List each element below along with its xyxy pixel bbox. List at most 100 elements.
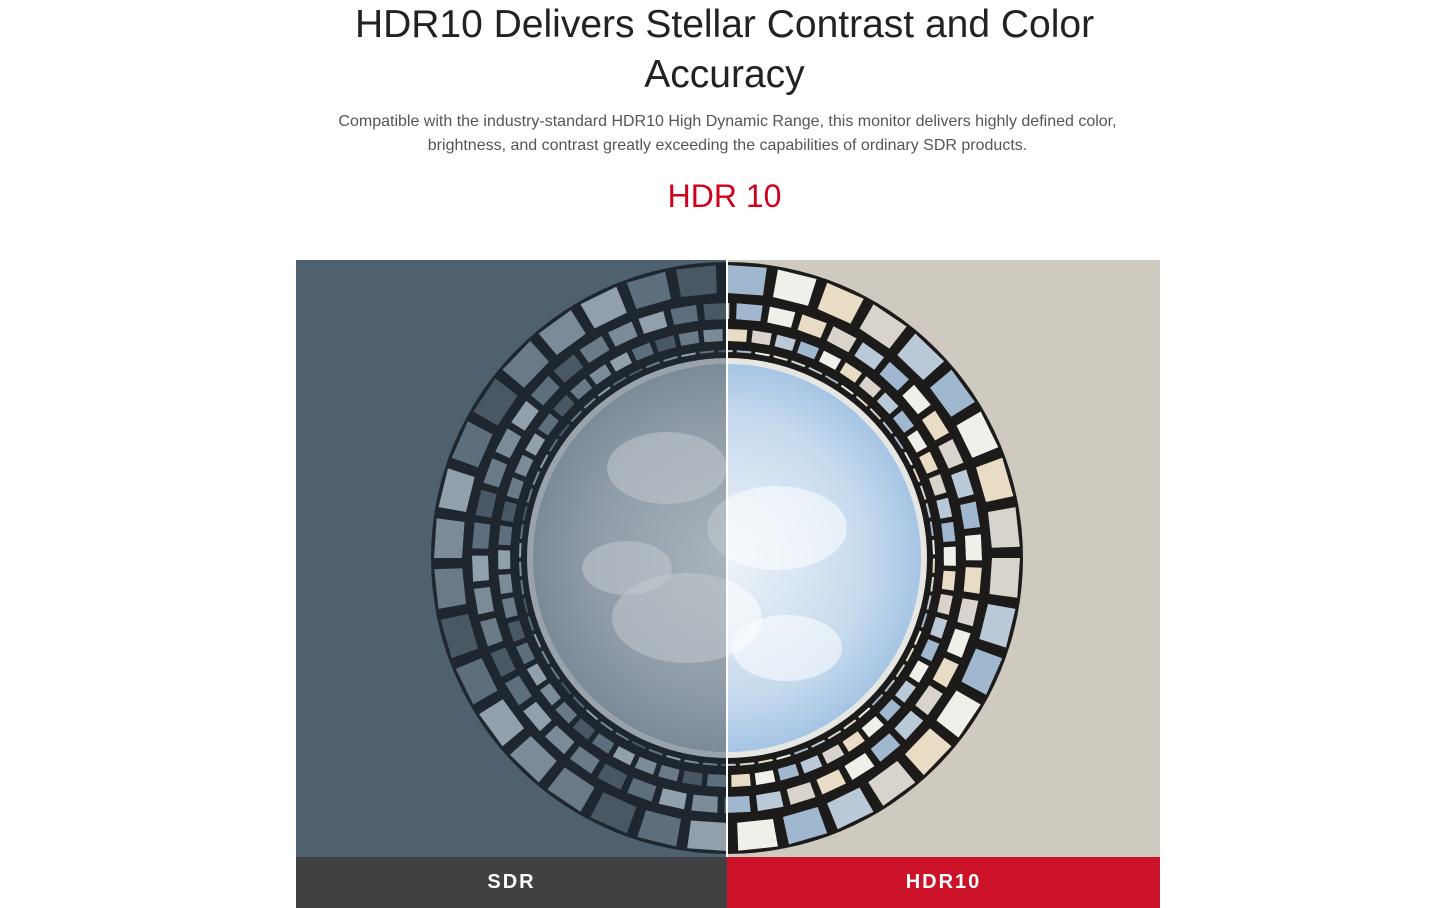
window-panel [589,364,612,385]
window-panel [976,457,1014,502]
sdr-label: SDR [296,857,727,908]
window-panel [627,777,657,802]
window-panel [839,362,862,383]
window-panel [921,613,928,628]
window-panel [989,558,1020,598]
window-panel [727,329,748,342]
window-panel [817,282,864,324]
window-panel [727,265,767,296]
window-panel [822,744,845,764]
window-panel [859,376,882,398]
comparison-image [296,260,1160,857]
window-panel [451,421,493,468]
window-panel [783,807,828,845]
window-panel [501,501,517,522]
window-panel [547,767,595,812]
window-panel [553,354,584,383]
window-panel [868,761,916,806]
window-panel [758,758,773,764]
window-panel [532,471,540,486]
window-panel [861,716,884,738]
page-title: HDR10 Delivers Stellar Contrast and Colo… [0,0,1449,100]
window-panel [904,451,913,466]
window-panel [523,701,552,732]
window-panel [941,570,956,591]
window-panel [530,376,560,406]
window-panel [776,754,791,760]
cloud [732,615,842,681]
window-panel [718,350,727,353]
window-panel [930,369,975,417]
window-panel [440,614,478,659]
window-panel [550,666,561,680]
window-panel [920,639,940,662]
window-panel [879,361,909,391]
cloud [707,498,727,558]
window-panel [526,488,533,503]
window-panel [926,595,932,610]
window-panel [580,286,627,329]
window-panel [520,580,525,595]
window-panel [506,477,524,500]
window-panel [754,770,776,786]
window-panel [479,699,524,747]
window-panel [979,604,1016,648]
window-panel [527,616,534,631]
window-panel [902,384,931,415]
window-panel [522,506,528,521]
window-panel [684,759,699,764]
title-line-2: Accuracy [644,53,805,96]
window-panel [572,718,595,740]
sdr-half [296,260,727,857]
window-panel [932,657,959,688]
window-panel [507,620,526,642]
window-panel [502,340,549,388]
window-panel [932,539,935,555]
window-panel [827,730,842,740]
window-panel [658,765,680,782]
cloud [727,486,847,570]
window-panel [559,423,570,437]
window-panel [572,696,585,708]
window-panel [666,755,681,761]
window-panel [498,525,513,546]
window-panel [914,630,922,645]
window-panel [612,376,627,386]
window-panel [490,647,516,677]
window-panel [816,769,846,795]
window-panel [751,330,772,346]
window-panel [840,384,854,395]
window-panel [475,489,497,518]
window-panel [438,468,475,512]
window-panel [579,336,610,363]
window-panel [555,701,578,724]
window-panel [957,598,979,627]
window-panel [560,682,572,695]
hdr10-label: HDR10 [727,857,1160,908]
window-panel [811,739,826,748]
window-panel [932,558,935,573]
window-panel [786,782,816,805]
window-panel [912,468,921,483]
window-panel [965,534,982,561]
window-panel [514,454,534,477]
window-panel [774,334,796,351]
window-panel [844,753,875,780]
window-panel [876,392,899,415]
window-panel [539,454,549,469]
window-panel [797,341,820,360]
description: Compatible with the industry-standard HD… [338,113,1117,154]
window-panel [736,350,752,354]
window-panel [882,421,894,434]
cloud [582,541,672,595]
window-panel [777,763,800,781]
window-panel [919,451,938,474]
window-panel [628,368,643,377]
window-panel [920,485,927,500]
window-panel [930,616,948,639]
window-panel [893,436,904,450]
window-panel [739,762,755,766]
window-panel [699,350,715,354]
window-panel [859,304,907,349]
window-panel [590,792,637,834]
